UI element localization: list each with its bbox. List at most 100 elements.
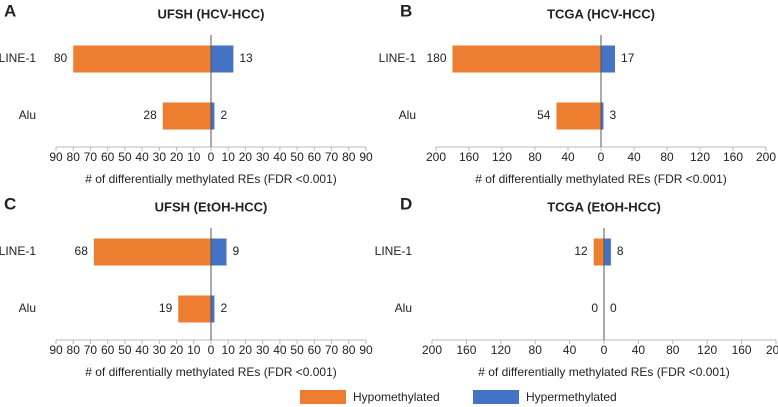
x-axis-label: # of differentially methylated REs (FDR … <box>478 365 730 379</box>
legend-swatch <box>473 390 519 404</box>
chart-title: UFSH (HCV-HCC) <box>158 6 265 21</box>
x-tick-label: 120 <box>690 150 710 164</box>
x-tick-label: 80 <box>528 150 542 164</box>
x-tick-label: 50 <box>290 343 304 357</box>
y-tick-label: Alu <box>19 108 36 122</box>
x-tick-label: 0 <box>208 343 215 357</box>
panel-label: C <box>4 194 16 213</box>
x-tick-label: 40 <box>632 343 646 357</box>
x-tick-label: 10 <box>187 150 201 164</box>
x-tick-label: 70 <box>325 150 339 164</box>
legend-label: Hypomethylated <box>353 390 440 404</box>
x-tick-label: 80 <box>342 343 356 357</box>
x-tick-label: 40 <box>135 343 149 357</box>
chart-title: TCGA (EtOH-HCC) <box>547 199 661 214</box>
value-label: 68 <box>75 244 89 258</box>
panel-label: A <box>4 1 16 20</box>
bar <box>93 238 211 266</box>
x-tick-label: 70 <box>84 150 98 164</box>
x-tick-label: 40 <box>561 150 575 164</box>
x-tick-label: 50 <box>118 150 132 164</box>
x-tick-label: 160 <box>723 150 743 164</box>
value-label: 180 <box>426 51 446 65</box>
x-tick-label: 20 <box>239 343 253 357</box>
y-tick-label: Alu <box>395 301 412 315</box>
x-tick-label: 160 <box>456 343 476 357</box>
x-tick-label: 60 <box>101 150 115 164</box>
bar <box>604 238 611 266</box>
x-tick-label: 120 <box>491 343 511 357</box>
x-tick-label: 80 <box>67 150 81 164</box>
x-tick-label: 30 <box>256 343 270 357</box>
x-tick-label: 80 <box>660 150 674 164</box>
bar <box>178 295 211 323</box>
x-tick-label: 80 <box>67 343 81 357</box>
x-tick-label: 50 <box>290 150 304 164</box>
x-tick-label: 200 <box>426 150 446 164</box>
x-tick-label: 160 <box>459 150 479 164</box>
x-axis-label: # of differentially methylated REs (FDR … <box>85 365 337 379</box>
x-tick-label: 20 <box>170 343 184 357</box>
value-label: 8 <box>617 244 624 258</box>
x-tick-label: 50 <box>118 343 132 357</box>
x-tick-label: 20 <box>170 150 184 164</box>
x-tick-label: 40 <box>563 343 577 357</box>
bar <box>162 102 211 130</box>
bar <box>593 238 604 266</box>
value-label: 2 <box>220 108 227 122</box>
x-axis-label: # of differentially methylated REs (FDR … <box>475 172 727 186</box>
y-tick-label: LINE-1 <box>0 244 36 258</box>
x-tick-label: 120 <box>697 343 717 357</box>
x-tick-label: 70 <box>325 343 339 357</box>
x-tick-label: 200 <box>756 150 776 164</box>
x-tick-label: 0 <box>208 150 215 164</box>
bar <box>556 102 601 130</box>
x-tick-label: 90 <box>49 343 63 357</box>
x-tick-label: 30 <box>153 343 167 357</box>
x-tick-label: 60 <box>101 343 115 357</box>
x-tick-label: 20 <box>239 150 253 164</box>
bar <box>211 238 227 266</box>
value-label: 13 <box>239 51 253 65</box>
x-tick-label: 200 <box>766 343 778 357</box>
x-tick-label: 80 <box>342 150 356 164</box>
chart-title: TCGA (HCV-HCC) <box>547 6 655 21</box>
x-tick-label: 10 <box>222 343 236 357</box>
value-label: 3 <box>609 108 616 122</box>
value-label: 28 <box>143 108 157 122</box>
x-tick-label: 70 <box>84 343 98 357</box>
panel-label: D <box>400 194 412 213</box>
x-tick-label: 40 <box>627 150 641 164</box>
x-tick-label: 60 <box>308 343 322 357</box>
legend-swatch <box>300 390 346 404</box>
x-tick-label: 30 <box>256 150 270 164</box>
y-tick-label: Alu <box>399 108 416 122</box>
chart-title: UFSH (EtOH-HCC) <box>155 199 268 214</box>
y-tick-label: Alu <box>19 301 36 315</box>
x-tick-label: 90 <box>49 150 63 164</box>
bar <box>211 295 215 323</box>
legend-label: Hypermethylated <box>526 390 617 404</box>
value-label: 12 <box>574 244 588 258</box>
x-tick-label: 90 <box>359 150 373 164</box>
x-tick-label: 0 <box>601 343 608 357</box>
x-tick-label: 120 <box>492 150 512 164</box>
x-tick-label: 80 <box>666 343 680 357</box>
x-tick-label: 40 <box>135 150 149 164</box>
y-tick-label: LINE-1 <box>375 244 413 258</box>
x-tick-label: 40 <box>273 343 287 357</box>
value-label: 19 <box>159 301 173 315</box>
value-label: 54 <box>537 108 551 122</box>
value-label: 2 <box>220 301 227 315</box>
bar <box>601 102 604 130</box>
bar <box>452 45 601 73</box>
x-tick-label: 40 <box>273 150 287 164</box>
x-tick-label: 90 <box>359 343 373 357</box>
bar <box>601 45 616 73</box>
value-label: 0 <box>610 301 617 315</box>
value-label: 17 <box>621 51 635 65</box>
x-tick-label: 60 <box>308 150 322 164</box>
x-axis-label: # of differentially methylated REs (FDR … <box>85 172 337 186</box>
x-tick-label: 10 <box>222 150 236 164</box>
